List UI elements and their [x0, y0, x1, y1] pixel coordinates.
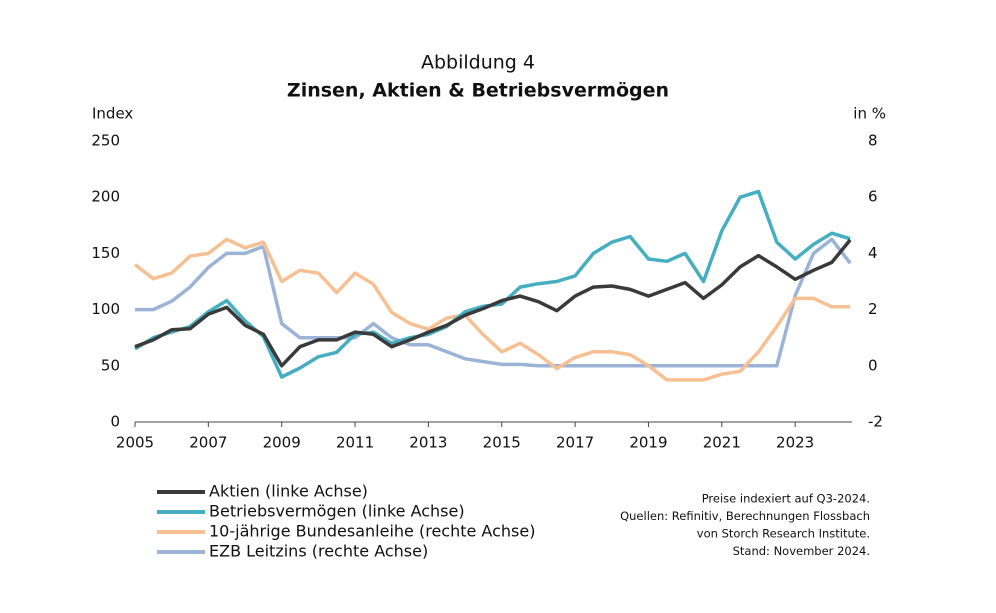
y2-tick-label: 0: [868, 356, 878, 374]
source-note: von Storch Research Institute.: [697, 527, 870, 541]
x-tick-label: 2021: [703, 434, 741, 452]
x-tick-label: 2019: [629, 434, 667, 452]
legend-label: EZB Leitzins (rechte Achse): [209, 542, 428, 561]
chart-subtitle: Zinsen, Aktien & Betriebsvermögen: [287, 80, 669, 102]
legend-label: 10-jährige Bundesanleihe (rechte Achse): [209, 522, 535, 541]
x-tick-label: 2011: [336, 434, 374, 452]
x-tick-label: 2005: [116, 434, 154, 452]
source-note: Quellen: Refinitiv, Berechnungen Flossba…: [620, 509, 870, 523]
y-tick-label: 150: [91, 244, 120, 262]
series-line: [135, 237, 852, 368]
legend-label: Betriebsvermögen (linke Achse): [209, 502, 465, 521]
x-tick-label: 2023: [776, 434, 814, 452]
y-axis-label: Index: [92, 105, 133, 123]
source-note: Preise indexiert auf Q3-2024.: [702, 492, 870, 506]
series-line: [134, 189, 851, 379]
x-tick-label: 2007: [189, 434, 227, 452]
chart-title: Abbildung 4: [421, 52, 535, 74]
y-tick-label: 200: [91, 188, 120, 206]
legend-label: Aktien (linke Achse): [209, 482, 368, 501]
y-tick-label: 250: [91, 132, 120, 150]
y2-tick-label: 8: [868, 132, 878, 150]
y2-tick-label: 2: [868, 300, 878, 318]
y2-tick-label: -2: [868, 413, 883, 431]
x-tick-label: 2015: [483, 434, 521, 452]
x-tick-label: 2009: [263, 434, 301, 452]
y-tick-label: 50: [101, 356, 120, 374]
source-note: Stand: November 2024.: [733, 544, 870, 558]
y2-tick-label: 6: [868, 188, 878, 206]
x-tick-label: 2013: [409, 434, 447, 452]
y-tick-label: 0: [110, 413, 120, 431]
y2-axis-label: in %: [853, 105, 886, 123]
y2-tick-label: 4: [868, 244, 878, 262]
series-line: [133, 237, 851, 382]
y-tick-label: 100: [91, 300, 120, 318]
x-tick-label: 2017: [556, 434, 594, 452]
series-line: [134, 238, 852, 368]
